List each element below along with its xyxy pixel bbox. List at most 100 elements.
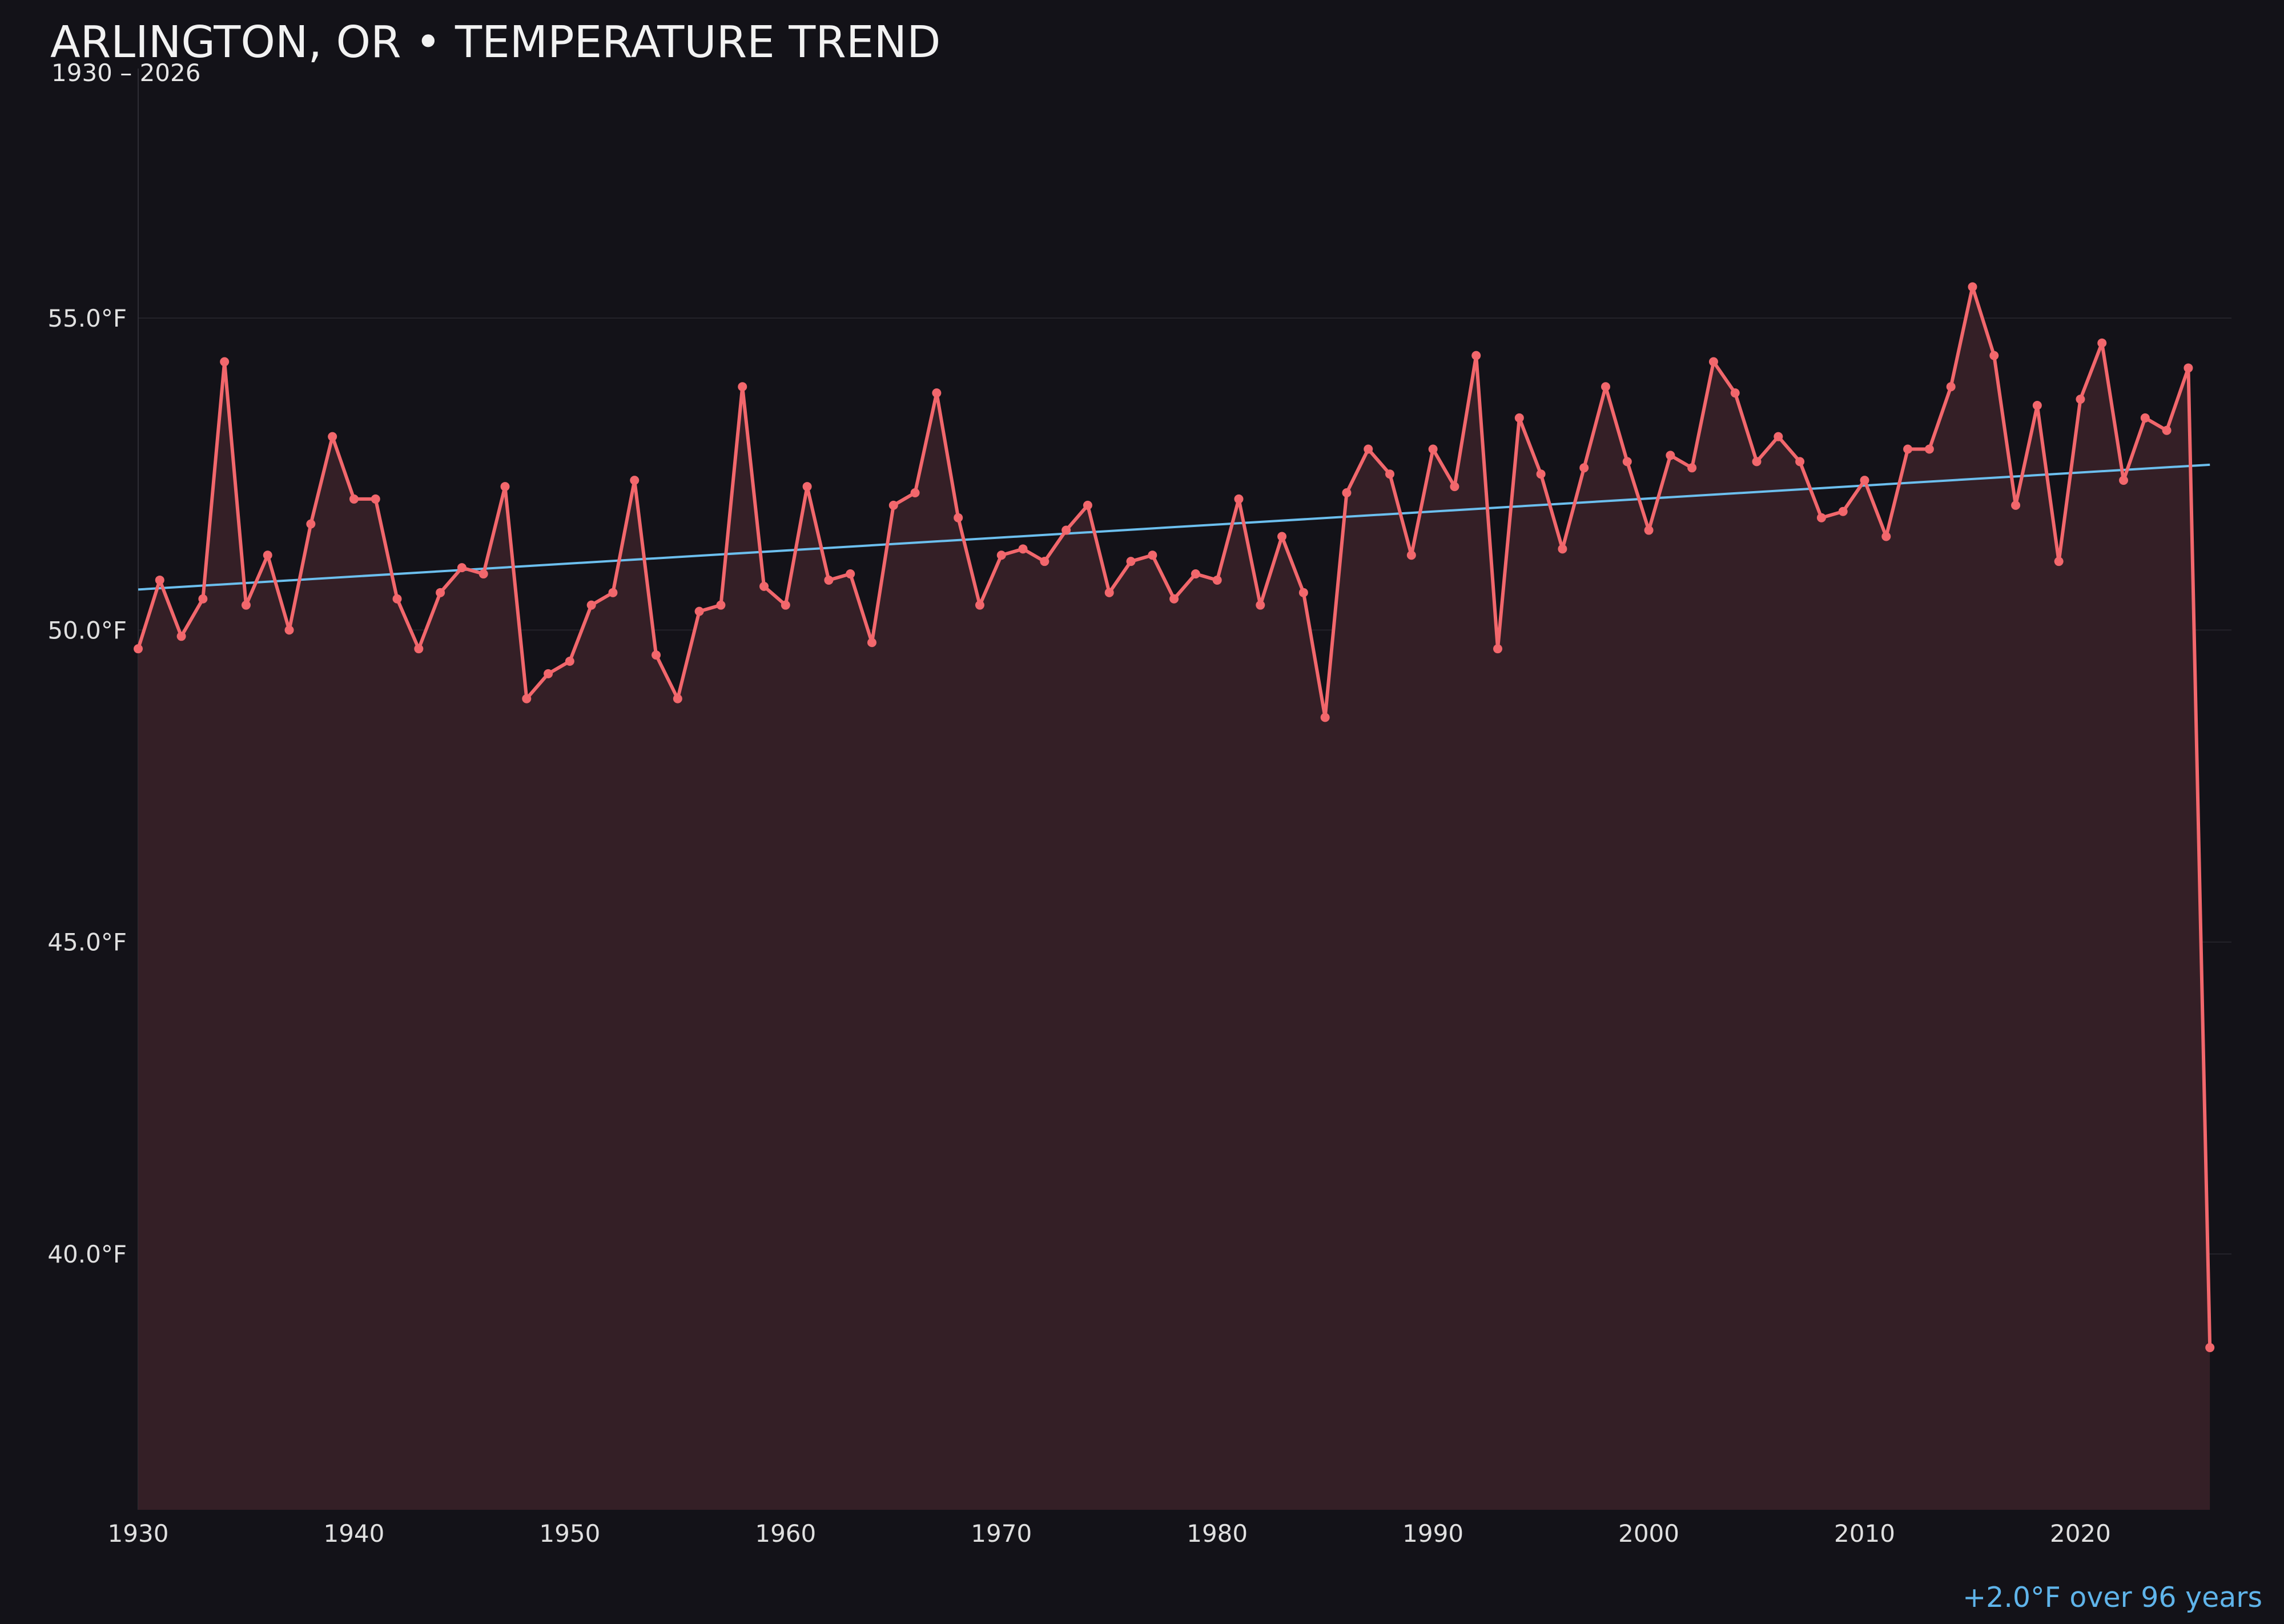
data-point <box>306 519 316 529</box>
data-point <box>1730 388 1740 398</box>
data-point <box>457 563 467 573</box>
data-point <box>932 388 942 398</box>
y-tick-label: 40.0°F <box>47 1240 127 1268</box>
trend-annotation: +2.0°F over 96 years <box>1963 1581 2262 1614</box>
data-point <box>1493 644 1503 654</box>
data-point <box>2140 413 2150 423</box>
data-point <box>1687 463 1697 473</box>
data-point <box>802 482 812 492</box>
data-point <box>1212 575 1222 585</box>
data-point <box>888 500 898 510</box>
data-point <box>134 644 143 654</box>
data-point <box>522 694 532 704</box>
data-point <box>2032 401 2042 411</box>
data-point <box>1385 469 1395 479</box>
data-point <box>975 600 984 610</box>
data-point <box>478 569 488 579</box>
data-point <box>1536 469 1546 479</box>
data-point <box>2205 1342 2215 1352</box>
x-tick-labels: 1930 1940 1950 1960 1970 1980 1990 2000 2010 2020 <box>108 1520 2111 1547</box>
data-point <box>1083 500 1092 510</box>
data-point <box>1148 550 1157 560</box>
data-points <box>134 282 2215 1352</box>
data-point <box>1816 513 1826 522</box>
data-point <box>1342 488 1352 497</box>
data-point <box>1428 444 1438 454</box>
data-point <box>1320 713 1330 722</box>
data-point <box>1579 463 1589 473</box>
data-point <box>1752 457 1762 467</box>
data-point <box>652 650 661 660</box>
data-point <box>371 494 380 504</box>
data-point <box>1903 444 1913 454</box>
data-point <box>824 575 834 585</box>
data-point <box>414 644 424 654</box>
data-point <box>996 550 1006 560</box>
data-point <box>565 657 574 666</box>
data-point <box>781 600 790 610</box>
data-point <box>1774 432 1783 441</box>
x-tick-label: 1930 <box>108 1520 169 1547</box>
area-fill-shape <box>138 287 2210 1510</box>
y-tick-label: 45.0°F <box>47 928 127 956</box>
chart-title: ARLINGTON, OR • TEMPERATURE TREND <box>50 17 940 68</box>
data-point <box>392 594 402 604</box>
data-point <box>2097 338 2107 348</box>
data-point <box>1795 457 1805 467</box>
data-point <box>436 588 445 597</box>
data-point <box>1946 382 1956 392</box>
data-point <box>1989 351 1999 360</box>
data-point <box>1558 544 1567 554</box>
y-tick-label: 55.0°F <box>47 304 127 332</box>
data-point <box>349 494 359 504</box>
data-point <box>1644 525 1654 535</box>
data-point <box>198 594 208 604</box>
data-point <box>2184 363 2193 373</box>
area-fill <box>138 287 2210 1510</box>
data-point <box>176 632 186 641</box>
data-point <box>2054 557 2064 566</box>
data-point <box>500 482 510 492</box>
data-point <box>1860 476 1869 485</box>
data-point <box>608 588 618 597</box>
data-point <box>1968 282 1977 292</box>
data-point <box>1234 494 1244 504</box>
data-point <box>1040 557 1049 566</box>
data-point <box>1298 588 1308 597</box>
x-tick-label: 2010 <box>1834 1520 1895 1547</box>
data-point <box>1406 550 1416 560</box>
data-point <box>1666 451 1675 460</box>
data-point <box>1191 569 1200 579</box>
data-point <box>738 382 747 392</box>
data-point <box>1450 482 1459 492</box>
data-point <box>2162 425 2172 435</box>
data-point <box>1601 382 1610 392</box>
data-point <box>867 638 876 648</box>
data-point <box>1104 588 1114 597</box>
data-point <box>284 625 294 635</box>
data-point <box>1881 532 1891 541</box>
data-point <box>241 600 251 610</box>
data-point <box>1708 357 1718 367</box>
data-point <box>694 606 704 616</box>
data-point <box>630 476 640 485</box>
x-tick-label: 1970 <box>971 1520 1032 1547</box>
data-point <box>673 694 682 704</box>
data-point <box>910 488 920 497</box>
data-point <box>1471 351 1481 360</box>
data-point <box>586 600 596 610</box>
data-point <box>1061 525 1071 535</box>
x-tick-label: 1950 <box>539 1520 600 1547</box>
x-tick-label: 1980 <box>1187 1520 1248 1547</box>
data-point <box>544 669 553 678</box>
x-tick-label: 1990 <box>1402 1520 1463 1547</box>
data-point <box>1169 594 1179 604</box>
data-point <box>1018 544 1028 554</box>
data-point <box>1126 557 1136 566</box>
data-point <box>1838 507 1848 516</box>
data-point <box>1622 457 1632 467</box>
data-point <box>1277 532 1287 541</box>
data-point <box>263 550 272 560</box>
chart-subtitle: 1930 – 2026 <box>51 59 200 87</box>
